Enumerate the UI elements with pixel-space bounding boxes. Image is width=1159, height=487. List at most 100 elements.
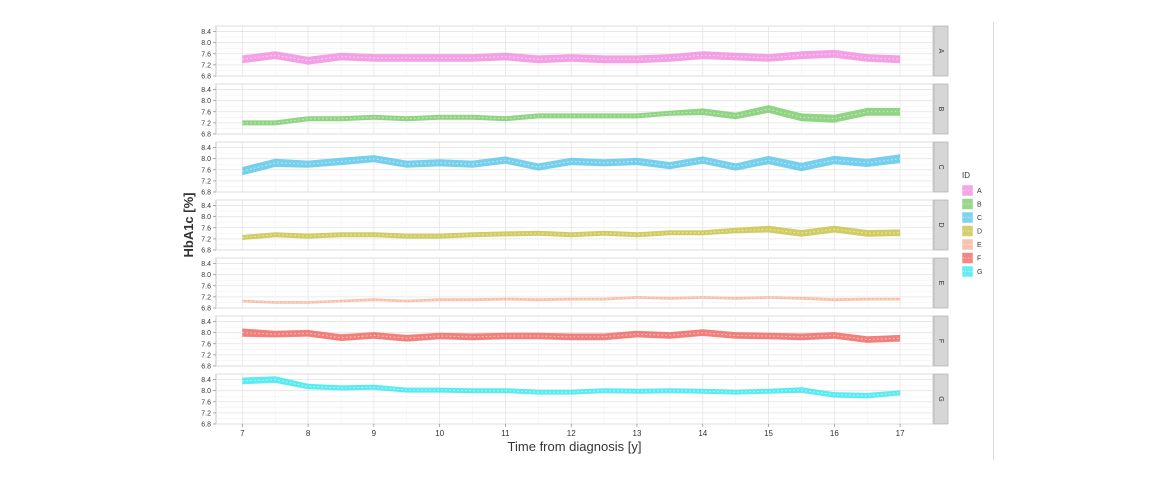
facet-panel-A: 6.8 7.2 7.6 8.0 8.4 A: [201, 25, 949, 81]
series-band-E: [242, 296, 901, 304]
x-axis-title: Time from diagnosis [y]: [508, 439, 642, 454]
legend-key: [961, 211, 974, 224]
legend-item-C: C: [961, 211, 982, 224]
x-tick-label: 10: [435, 429, 444, 438]
legend-key: [961, 265, 974, 278]
y-axis-title: HbA1c [%]: [181, 192, 196, 257]
y-tick-label: 7.6: [201, 51, 211, 58]
panel-background: [215, 373, 934, 425]
x-tick-label: 17: [896, 429, 905, 438]
legend-label: B: [977, 202, 982, 209]
y-tick-label: 8.4: [201, 203, 211, 210]
y-tick-label: 8.4: [201, 145, 211, 152]
x-tick-label: 8: [306, 429, 311, 438]
y-tick-label: 6.8: [201, 306, 211, 313]
y-tick-label: 8.4: [201, 29, 211, 36]
y-tick-label: 8.0: [201, 330, 211, 337]
y-tick-label: 6.8: [201, 422, 211, 429]
legend-item-G: G: [961, 265, 982, 278]
y-tick-label: 8.4: [201, 377, 211, 384]
y-tick-label: 8.0: [201, 40, 211, 47]
x-tick-label: 15: [764, 429, 773, 438]
series-band-C: [242, 154, 901, 176]
y-tick-label: 8.0: [201, 272, 211, 279]
facet-strip: [933, 83, 949, 135]
facet-panel-B: 6.8 7.2 7.6 8.0 8.4 B: [201, 83, 949, 139]
y-tick-label: 7.6: [201, 225, 211, 232]
legend-item-F: F: [961, 252, 981, 264]
x-tick-label: 16: [830, 429, 839, 438]
y-tick-label: 8.4: [201, 87, 211, 94]
legend-label: E: [977, 242, 982, 249]
right-divider-line: [993, 22, 994, 460]
y-tick-label: 6.8: [201, 248, 211, 255]
x-tick-label: 11: [501, 429, 510, 438]
legend-label: C: [977, 215, 982, 222]
facet-strip: [933, 373, 949, 425]
facet-strip-label: D: [937, 222, 944, 227]
facet-strip-label: E: [937, 281, 944, 286]
x-tick-label: 13: [633, 429, 642, 438]
legend-label: A: [977, 188, 982, 195]
series-mean-line-C: [242, 158, 901, 172]
facet-strip-label: A: [937, 49, 944, 54]
series-band-B: [242, 105, 901, 126]
legend-item-A: A: [961, 184, 982, 197]
series-mean-line-E: [242, 296, 901, 303]
y-tick-label: 7.2: [201, 62, 211, 69]
series-band-A: [242, 49, 901, 65]
legend-key: [961, 225, 974, 237]
legend-title: ID: [962, 171, 970, 180]
y-tick-label: 7.2: [201, 120, 211, 127]
x-tick-label: 14: [698, 429, 707, 438]
legend-item-D: D: [961, 225, 982, 237]
series-band-F: [242, 328, 901, 343]
panel-background: [215, 83, 934, 135]
series-mean-line-B: [242, 108, 901, 124]
y-tick-label: 7.6: [201, 283, 211, 290]
panel-background: [215, 141, 934, 193]
legend-key: [961, 198, 974, 210]
facet-panel-G: 6.8 7.2 7.6 8.0 8.4 G: [201, 373, 949, 429]
y-tick-label: 8.0: [201, 156, 211, 163]
facet-panel-D: 6.8 7.2 7.6 8.0 8.4 D: [201, 199, 949, 255]
y-tick-label: 6.8: [201, 132, 211, 139]
facet-strip-label: G: [937, 396, 944, 401]
facet-strip-label: F: [937, 339, 944, 343]
legend-key: [961, 238, 974, 251]
y-tick-label: 7.6: [201, 341, 211, 348]
y-tick-label: 6.8: [201, 364, 211, 371]
legend-item-B: B: [961, 198, 982, 210]
legend-key: [961, 184, 974, 197]
y-tick-label: 8.0: [201, 98, 211, 105]
facet-strip: [933, 25, 949, 77]
series-mean-line-F: [242, 332, 901, 341]
y-tick-label: 8.0: [201, 214, 211, 221]
series-mean-line-D: [242, 228, 901, 238]
panel-background: [215, 199, 934, 251]
legend-item-E: E: [961, 238, 982, 251]
y-tick-label: 7.6: [201, 399, 211, 406]
facet-strip: [933, 315, 949, 367]
y-tick-label: 7.2: [201, 178, 211, 185]
y-tick-label: 7.6: [201, 167, 211, 174]
legend-label: D: [977, 229, 982, 236]
facet-strip: [933, 257, 949, 309]
y-tick-label: 7.2: [201, 236, 211, 243]
legend-key: [961, 252, 974, 264]
facet-strip-label: B: [937, 107, 944, 112]
legend-label: G: [977, 269, 982, 276]
x-tick-label: 12: [567, 429, 576, 438]
facet-strip-label: C: [937, 164, 944, 169]
facet-panel-F: 6.8 7.2 7.6 8.0 8.4 F: [201, 315, 949, 371]
facet-panel-E: 6.8 7.2 7.6 8.0 8.4 E: [201, 257, 949, 313]
y-tick-label: 7.2: [201, 294, 211, 301]
y-tick-label: 8.4: [201, 319, 211, 326]
facet-strip: [933, 199, 949, 251]
y-tick-label: 8.0: [201, 388, 211, 395]
x-tick-label: 9: [372, 429, 377, 438]
y-tick-label: 6.8: [201, 190, 211, 197]
x-tick-label: 7: [240, 429, 245, 438]
